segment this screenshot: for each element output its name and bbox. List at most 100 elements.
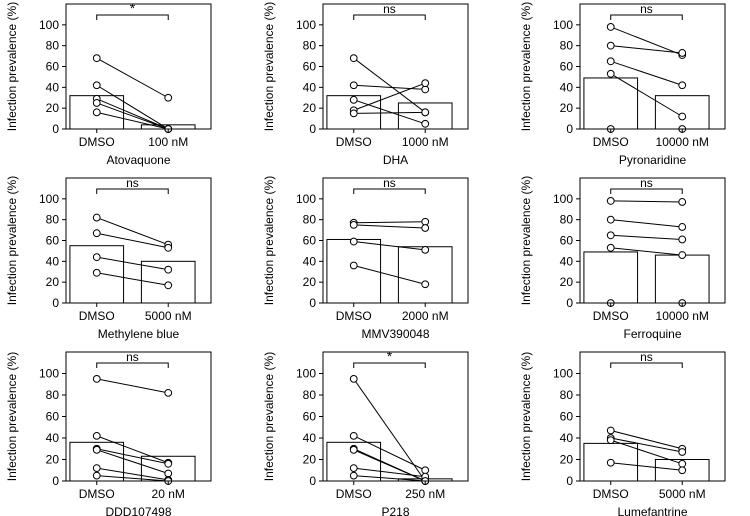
paired-line (96, 448, 169, 465)
paired-line (610, 462, 683, 471)
significance-bracket (610, 188, 683, 194)
data-point (678, 112, 687, 121)
x-axis-label: Ferroquine (623, 327, 681, 341)
y-axis-label: Infection prevalence (%) (262, 176, 276, 305)
paired-line (96, 378, 169, 394)
data-point (92, 374, 101, 383)
x-tick-label: 100 nM (148, 135, 188, 149)
paired-line (610, 429, 683, 450)
y-tick-label: 0 (566, 296, 573, 310)
y-tick-label: 60 (303, 234, 317, 248)
y-tick-label: 60 (560, 234, 574, 248)
y-axis-label: Infection prevalence (%) (5, 2, 19, 131)
y-tick-label: 20 (303, 275, 317, 289)
paired-line (96, 98, 169, 130)
paired-line (353, 221, 426, 224)
panel-mmv390048: 0 20 40 60 80 100 Infection prevalence (%) DMSO… (262, 176, 469, 341)
data-point (421, 108, 430, 117)
significance-bracket (96, 14, 169, 20)
y-tick-label: 40 (46, 254, 60, 268)
y-tick-label: 100 (39, 192, 59, 206)
paired-line (610, 247, 683, 256)
data-point (678, 198, 687, 206)
data-point (349, 261, 358, 270)
x-axis-label: DHA (383, 153, 408, 167)
data-point (92, 464, 101, 473)
panel-atovaquone: 0 20 40 60 80 100 Infection prevalence (%) DMSO… (5, 0, 212, 167)
data-point (164, 469, 173, 478)
paired-line (610, 439, 683, 465)
paired-line (353, 84, 426, 90)
paired-line (610, 234, 683, 240)
y-axis-label: Infection prevalence (%) (519, 176, 533, 305)
significance-label: ns (640, 176, 653, 190)
significance-label: ns (126, 176, 139, 190)
data-point (164, 265, 173, 274)
y-tick-label: 0 (566, 474, 573, 488)
y-tick-label: 0 (52, 122, 59, 136)
y-tick-label: 40 (560, 431, 574, 445)
y-tick-label: 100 (296, 367, 316, 381)
x-tick-label: DMSO (79, 309, 115, 323)
paired-line (353, 475, 426, 482)
paired-line (353, 82, 426, 111)
significance-bracket (610, 362, 683, 368)
data-point (606, 23, 615, 31)
x-axis-label: DDD107498 (105, 505, 171, 516)
paired-line (96, 272, 169, 286)
data-point (678, 223, 687, 231)
data-point (421, 79, 430, 88)
x-tick-label: DMSO (336, 135, 372, 149)
x-tick-label: DMSO (593, 309, 629, 323)
data-point (349, 464, 358, 473)
y-tick-label: 20 (46, 275, 60, 289)
paired-line (353, 467, 426, 478)
significance-label: ns (383, 2, 396, 16)
data-point (678, 235, 687, 244)
y-tick-label: 100 (553, 192, 573, 206)
y-axis-label: Infection prevalence (%) (262, 352, 276, 481)
y-tick-label: 100 (39, 367, 59, 381)
data-point (92, 213, 101, 222)
data-point (164, 93, 173, 102)
panel-ferroquine: 0 20 40 60 80 100 Infection prevalence (%) DMSO… (519, 176, 726, 341)
x-axis-label: Lumefantrine (617, 505, 687, 516)
y-tick-label: 20 (303, 101, 317, 115)
paired-line (96, 467, 169, 481)
x-tick-label: DMSO (79, 487, 115, 501)
y-tick-label: 40 (560, 254, 574, 268)
x-tick-label: DMSO (336, 487, 372, 501)
data-point (678, 466, 687, 475)
y-tick-label: 20 (560, 275, 574, 289)
data-point (92, 445, 101, 454)
paired-line (353, 435, 426, 471)
data-point (92, 108, 101, 117)
data-point (606, 215, 615, 224)
x-axis-label: P218 (381, 505, 409, 516)
x-tick-label: 1000 nM (402, 135, 449, 149)
x-tick-label: DMSO (593, 487, 629, 501)
data-point (606, 57, 615, 66)
bar-dmso (583, 442, 639, 482)
y-tick-label: 0 (52, 296, 59, 310)
paired-line (96, 111, 169, 130)
significance-label: * (130, 0, 136, 16)
bar-10000-nm (654, 95, 710, 130)
y-tick-label: 100 (296, 18, 316, 32)
x-tick-label: 10000 nM (656, 135, 709, 149)
paired-line (96, 232, 169, 249)
data-point (92, 99, 101, 107)
data-point (606, 458, 615, 467)
data-point (421, 119, 430, 128)
panel-p218: 0 20 40 60 80 100 Infection prevalence (%) DMSO… (262, 348, 469, 516)
y-tick-label: 40 (560, 80, 574, 94)
y-axis-label: Infection prevalence (%) (262, 2, 276, 131)
y-tick-label: 0 (309, 296, 316, 310)
data-point (606, 231, 615, 240)
bar-dmso (326, 238, 382, 304)
y-tick-label: 60 (46, 60, 60, 74)
y-tick-label: 0 (566, 122, 573, 136)
x-tick-label: 5000 nM (145, 309, 192, 323)
paired-line (96, 475, 169, 482)
